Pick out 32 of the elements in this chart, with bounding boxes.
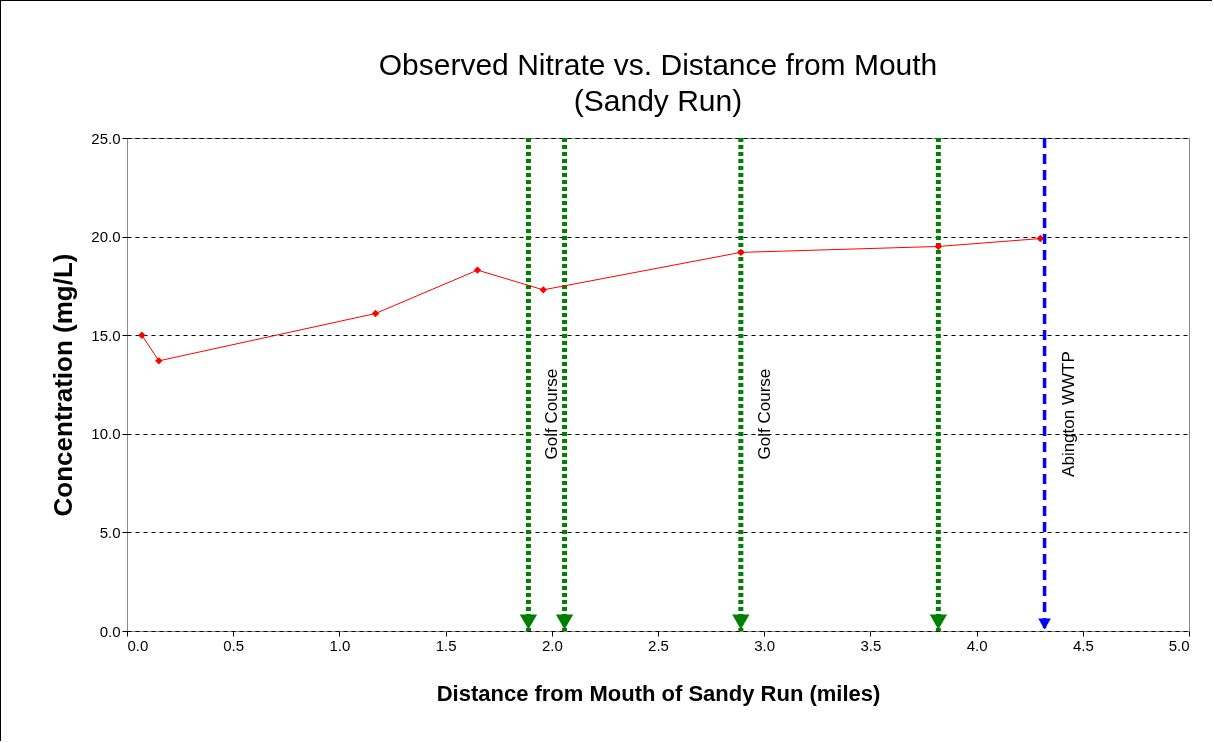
x-tick-label: 0.5 <box>223 636 245 654</box>
chart-subtitle: (Sandy Run) <box>573 84 743 117</box>
y-tick-label: 0.0 <box>99 622 121 640</box>
y-axis-title: Concentration (mg/L) <box>48 253 79 517</box>
x-tick-label: 1.0 <box>329 636 351 654</box>
point <box>934 242 943 251</box>
y-tick-label: 15.0 <box>91 326 121 344</box>
point <box>473 266 482 274</box>
y-tick-label: 20.0 <box>91 228 121 246</box>
x-tick-label: 2.0 <box>541 636 563 654</box>
x-tick-label: 2.5 <box>648 636 669 654</box>
point <box>371 309 380 318</box>
x-tick-label: 3.0 <box>754 636 776 654</box>
point <box>1036 234 1045 243</box>
chart-title: Observed Nitrate vs. Distance from Mouth <box>378 48 938 81</box>
point <box>539 286 548 294</box>
y-tick-label: 25.0 <box>91 129 121 147</box>
ref-line-label: Golf Course <box>754 368 774 460</box>
ref-line-label: Golf Course <box>542 368 562 460</box>
x-tick-label: 4.0 <box>966 636 988 654</box>
x-tick-label: 4.5 <box>1072 636 1094 654</box>
ref-line-label: Abington WWTP <box>1058 351 1078 477</box>
point <box>737 248 745 257</box>
x-tick-label: 0.0 <box>127 636 149 654</box>
x-tick-label: 5.0 <box>1168 636 1190 654</box>
y-tick-label: 10.0 <box>91 425 121 443</box>
point <box>155 357 163 365</box>
x-axis-title: Distance from Mouth of Sandy Run (miles) <box>436 680 881 706</box>
x-tick-label: 1.5 <box>435 636 457 654</box>
point <box>138 331 146 339</box>
x-tick-label: 3.5 <box>860 636 882 654</box>
y-tick-label: 5.0 <box>99 523 121 541</box>
